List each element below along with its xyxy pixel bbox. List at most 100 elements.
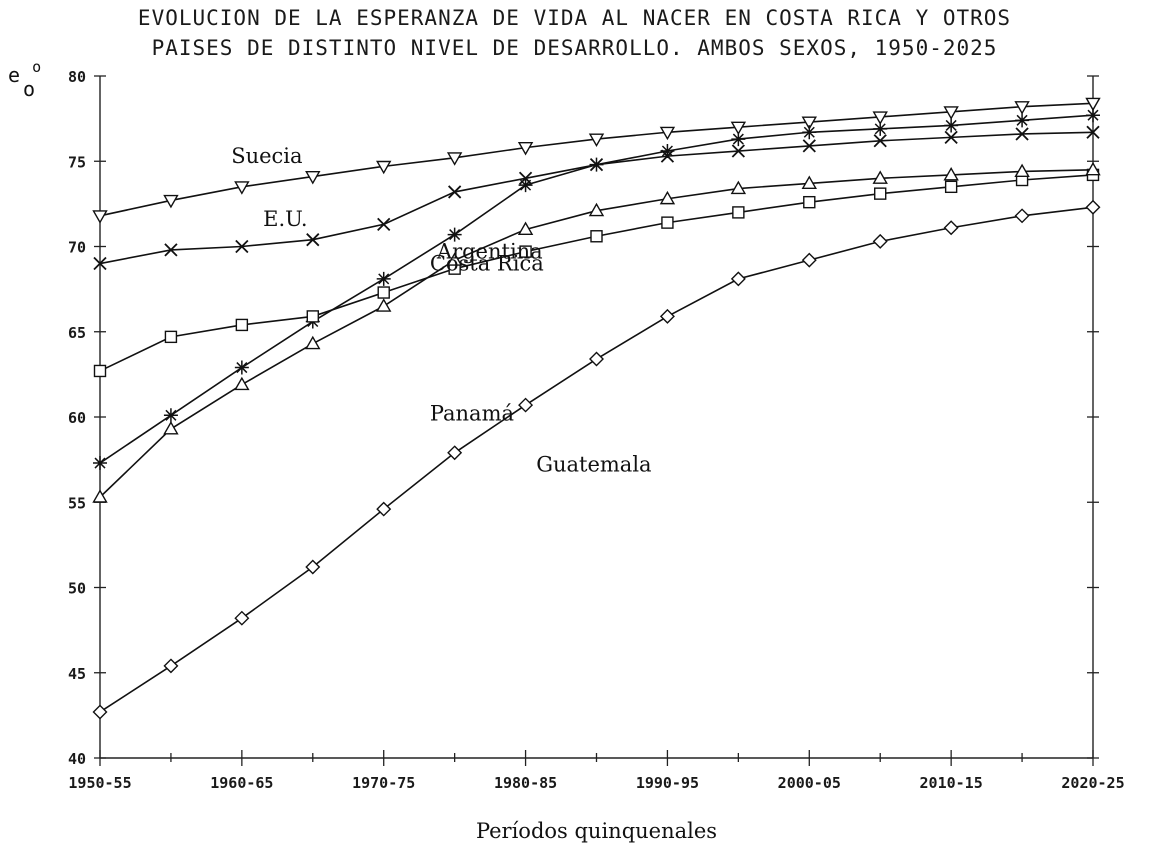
data-point (944, 180, 958, 194)
data-point (306, 233, 320, 247)
data-point (93, 364, 107, 378)
chart-title-line-1: EVOLUCION DE LA ESPERANZA DE VIDA AL NAC… (137, 6, 1012, 30)
y-tick-label: 45 (68, 665, 86, 683)
series-label-suecia: Suecia (231, 144, 302, 168)
x-tick-label: 2010-15 (920, 774, 983, 792)
data-point (874, 187, 887, 200)
series-argentina (93, 168, 1100, 378)
y-axis-label: e o (8, 58, 41, 87)
data-point (235, 239, 249, 254)
series-label-guatemala: Guatemala (536, 453, 651, 477)
data-point (730, 271, 746, 287)
data-point (93, 256, 107, 271)
data-point (802, 125, 817, 140)
series-guatemala (92, 199, 1101, 720)
x-tick-label: 1960-65 (210, 774, 273, 792)
data-point (872, 233, 888, 249)
data-point (1085, 97, 1101, 112)
data-point (1085, 199, 1101, 215)
data-point (376, 160, 392, 175)
data-point (306, 310, 319, 323)
data-point (164, 330, 178, 344)
data-point (731, 144, 745, 158)
data-point (943, 106, 959, 120)
data-point (731, 132, 746, 147)
data-point (802, 139, 816, 153)
x-tick-label: 1980-85 (494, 774, 557, 792)
y-axis-label-base: e (8, 63, 20, 87)
data-point (873, 134, 887, 148)
series-line-panam (99, 168, 1094, 498)
y-tick-label: 65 (68, 324, 86, 342)
x-tick-label: 1950-55 (68, 774, 131, 792)
data-point (163, 408, 178, 423)
data-point (163, 194, 179, 209)
x-axis-label: Períodos quinquenales (476, 819, 717, 843)
data-point (518, 397, 534, 413)
data-point (590, 230, 603, 243)
data-point (517, 142, 534, 156)
series-panam (92, 161, 1101, 503)
data-point (1085, 161, 1101, 176)
data-point (305, 171, 321, 185)
data-point (1014, 101, 1030, 115)
data-point (943, 166, 959, 181)
data-point (661, 216, 674, 229)
x-tick-label: 2000-05 (778, 774, 841, 792)
data-point (801, 252, 817, 268)
x-tick-label: 1970-75 (352, 774, 415, 792)
data-point (376, 298, 392, 312)
data-point (163, 658, 179, 674)
data-point (588, 202, 605, 217)
data-point (305, 559, 321, 575)
data-point (1086, 125, 1100, 139)
y-tick-label: 80 (68, 68, 86, 86)
series-label-panam: Panamá (430, 401, 514, 425)
data-point (1015, 127, 1029, 141)
data-point (519, 245, 532, 258)
series-label-e-u: E.U. (263, 207, 307, 231)
series-suecia (92, 97, 1101, 224)
data-point (164, 243, 178, 257)
data-point (730, 180, 747, 195)
x-tick-label: 2020-25 (1061, 774, 1124, 792)
data-point (92, 704, 108, 720)
data-point (93, 456, 107, 471)
data-point (943, 220, 959, 236)
y-axis-label-sup: o (32, 58, 41, 76)
data-point (517, 221, 534, 236)
data-point (803, 195, 816, 209)
data-point (588, 133, 605, 147)
data-point (235, 318, 249, 332)
data-point (377, 217, 391, 231)
x-tick-label: 1990-95 (636, 774, 699, 792)
data-point (944, 130, 958, 145)
data-point (376, 271, 391, 286)
data-point (446, 252, 463, 266)
series-group (92, 97, 1101, 720)
data-point (234, 360, 249, 375)
data-point (1086, 108, 1100, 123)
data-point (234, 376, 250, 391)
data-point (732, 206, 745, 219)
data-point (872, 170, 888, 184)
series-label-costa-rica: Costa Rica (430, 251, 544, 275)
data-point (944, 118, 959, 133)
data-point (446, 152, 463, 166)
y-tick-label: 55 (68, 494, 86, 512)
data-point (234, 610, 250, 626)
y-tick-label: 60 (68, 409, 86, 427)
data-point (92, 210, 108, 224)
y-axis-label-sub: o (23, 77, 35, 101)
y-tick-label: 75 (68, 153, 86, 171)
data-point (234, 181, 250, 195)
chart-title-line-2: PAISES DE DISTINTO NIVEL DE DESARROLLO. … (151, 36, 998, 60)
data-point (163, 421, 179, 435)
data-point (1014, 208, 1030, 224)
data-point (659, 126, 676, 141)
chart-axes (99, 76, 1094, 759)
data-point (305, 335, 321, 350)
x-axis-ticks: 1950-55 1960-65 1970-75 1980-85 1990-95 2000-… (68, 750, 1125, 792)
